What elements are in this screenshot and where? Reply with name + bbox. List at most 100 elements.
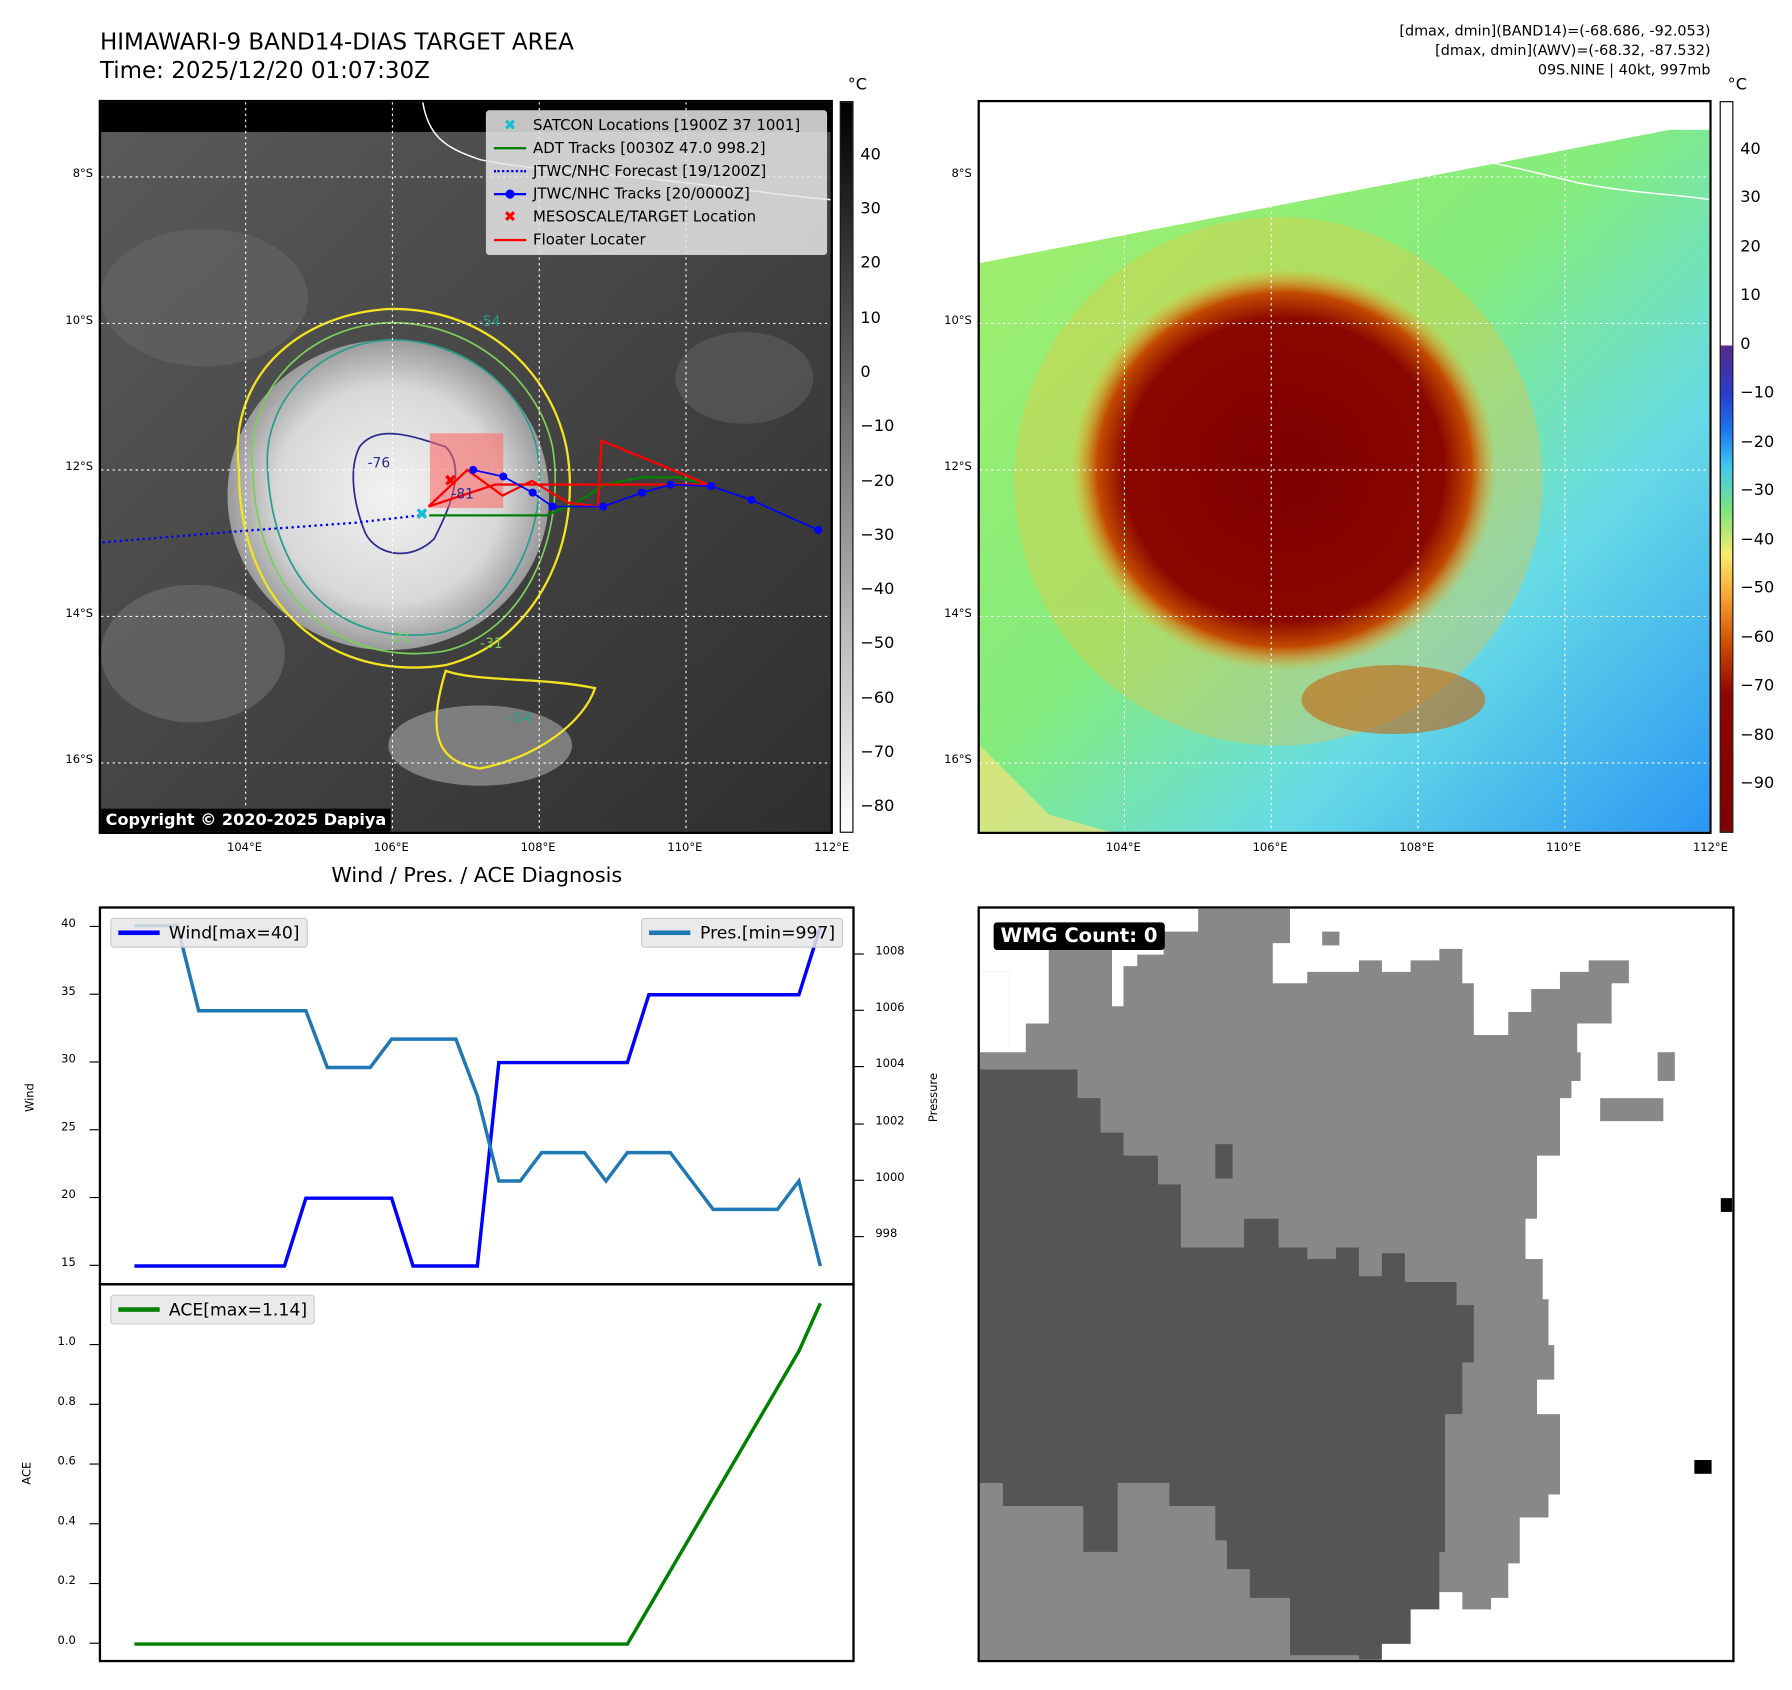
contour-label: -31	[480, 636, 502, 652]
diagnosis-title: Wind / Pres. / ACE Diagnosis	[331, 863, 623, 888]
colorbar-tick-label: −30	[1740, 481, 1775, 500]
contour-green	[251, 321, 557, 655]
ace-tick-mark	[89, 1583, 99, 1585]
ace-tick-mark	[89, 1403, 99, 1405]
jtwc-track-point	[599, 502, 608, 511]
colorbar-tick-label: −40	[1740, 530, 1775, 549]
lon-tick-label: 106°E	[1252, 842, 1288, 855]
contour-label: -54	[509, 711, 531, 727]
lon-tick-label: 112°E	[1692, 842, 1728, 855]
contour-label: -81	[451, 487, 473, 503]
colorbar-tick-label: 30	[1740, 188, 1761, 207]
wind-pressure-chart: Wind[max=40] Pres.[min=997]	[98, 906, 855, 1286]
jtwc-track-point	[469, 465, 478, 474]
legend-item-satcon: ✖ SATCON Locations [1900Z 37 1001]	[487, 114, 826, 137]
wind-tick-mark	[89, 1264, 99, 1267]
wind-tick-label: 40	[61, 917, 76, 931]
storm-tracks: ✖✖	[102, 433, 823, 544]
legend-label: ADT Tracks [0030Z 47.0 998.2]	[533, 139, 766, 157]
contour-teal	[266, 339, 541, 636]
colorbar-tick-label: −60	[860, 688, 895, 708]
ace-series-line	[134, 1302, 822, 1646]
ace-tick-label: 0.6	[57, 1455, 76, 1469]
map-legend: ✖ SATCON Locations [1900Z 37 1001] ADT Tr…	[485, 110, 828, 256]
pressure-legend: Pres.[min=997]	[641, 917, 844, 948]
wind-tick-mark	[89, 1061, 99, 1063]
pressure-tick-mark	[854, 1179, 864, 1181]
colorbar-tick-label: 40	[860, 145, 881, 164]
pressure-legend-line-icon	[649, 930, 691, 936]
legend-label: JTWC/NHC Forecast [19/1200Z]	[533, 162, 767, 180]
legend-label: SATCON Locations [1900Z 37 1001]	[533, 116, 801, 134]
colorbar-tick-label: 20	[860, 254, 881, 273]
colorbar-tick-label: 0	[860, 362, 871, 382]
colorbar-left	[839, 101, 854, 833]
colorbar-tick-label: −80	[1740, 725, 1775, 745]
lon-tick-label: 110°E	[1546, 842, 1582, 855]
pressure-series-line	[134, 923, 822, 1267]
lat-tick-label: 14°S	[65, 607, 94, 620]
figure-title: HIMAWARI-9 BAND14-DIAS TARGET AREA Time:…	[100, 28, 574, 85]
jtwc-track-point	[637, 488, 647, 497]
ace-legend-line-icon	[118, 1307, 160, 1312]
wmg-grid-image	[979, 908, 1733, 1660]
jtwc-track-point	[499, 472, 508, 481]
ace-tick-mark	[89, 1344, 99, 1346]
x-marker-icon: ✖	[503, 208, 517, 226]
lat-tick-label: 8°S	[72, 167, 94, 181]
lon-tick-label: 108°E	[1399, 842, 1435, 855]
jtwc-track-point	[814, 525, 823, 535]
jtwc-track-point	[747, 495, 756, 504]
pressure-tick-mark	[854, 1066, 864, 1068]
coastline	[1300, 113, 1710, 201]
stats-storm: 09S.NINE | 40kt, 997mb	[1537, 60, 1711, 79]
ir-map-panel: ✖ ✖ -54 -76 -81 -31 -54 -31 ✖ SATCON Locat…	[98, 99, 833, 834]
ace-legend-label: ACE[max=1.14]	[168, 1299, 308, 1320]
ace-plot	[134, 1302, 822, 1646]
awv-map-image	[979, 102, 1710, 832]
lon-tick-label: 104°E	[1105, 842, 1141, 855]
wind-tick-label: 25	[61, 1121, 76, 1134]
lon-tick-label: 104°E	[227, 842, 262, 855]
jtwc-track-line	[473, 469, 819, 531]
wind-series-line	[134, 926, 822, 1268]
line-dot-icon	[487, 189, 533, 199]
pressure-tick-mark	[854, 952, 864, 955]
wind-tick-mark	[89, 993, 99, 995]
wind-tick-label: 30	[61, 1053, 76, 1067]
lat-tick-label: 12°S	[65, 460, 94, 474]
floater-path	[427, 438, 709, 508]
stats-text: [dmax, dmin](BAND14)=(-68.686, -92.053) …	[1399, 21, 1710, 80]
ace-tick-mark	[89, 1642, 99, 1645]
pressure-tick-mark	[854, 1236, 864, 1238]
contour-label: -31	[388, 630, 410, 646]
colorbar-tick-label: 30	[860, 199, 881, 219]
legend-item-mesoscale: ✖ MESOSCALE/TARGET Location	[487, 206, 826, 229]
lon-tick-label: 112°E	[814, 842, 850, 855]
wind-pressure-plot	[134, 923, 822, 1268]
ace-tick-label: 0.0	[57, 1634, 76, 1648]
ace-tick-mark	[89, 1523, 99, 1525]
colorbar-tick-label: −10	[860, 417, 895, 436]
pressure-tick-label: 1002	[875, 1115, 905, 1128]
legend-label: MESOSCALE/TARGET Location	[533, 208, 757, 226]
wind-tick-mark	[89, 1129, 99, 1131]
jtwc-track-point	[706, 482, 716, 491]
x-marker-icon: ✖	[503, 116, 517, 134]
line-icon	[487, 147, 533, 150]
pressure-axis-label: Pressure	[927, 1073, 941, 1123]
wmg-marker	[1720, 1198, 1733, 1212]
pressure-tick-label: 1004	[875, 1058, 905, 1071]
wmg-panel: WMG Count: 0	[977, 906, 1735, 1663]
colorbar-tick-label: 10	[1740, 286, 1761, 305]
colorbar-tick-label: 10	[860, 308, 881, 327]
cloud-mass	[227, 340, 550, 651]
colorbar-tick-label: 0	[1740, 334, 1751, 354]
wmg-marker	[1694, 1460, 1712, 1474]
wind-tick-label: 15	[61, 1256, 76, 1270]
ace-tick-mark	[89, 1463, 99, 1465]
wind-tick-label: 35	[61, 985, 76, 999]
colorbar-tick-label: −70	[860, 743, 895, 762]
colorbar-tick-label: −30	[860, 525, 895, 545]
